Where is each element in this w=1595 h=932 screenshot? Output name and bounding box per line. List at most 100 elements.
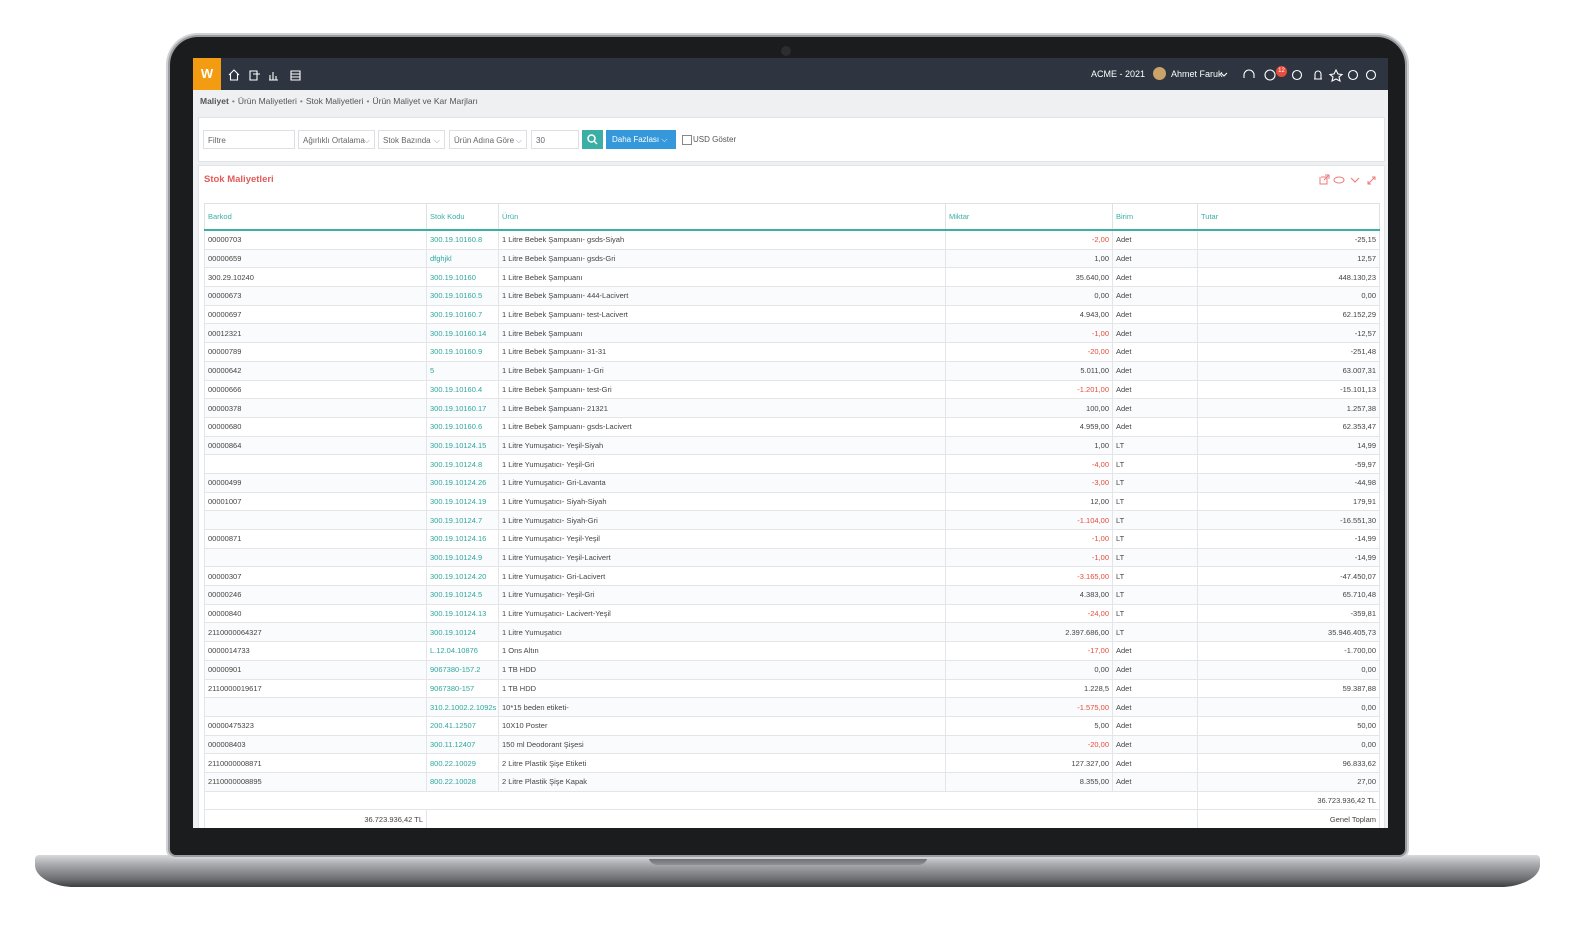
panel-title: Stok Maliyetleri	[204, 174, 274, 185]
barcode-cell: 2110000019617	[204, 678, 427, 699]
stock-code-cell: 300.19.10160.14	[426, 323, 499, 344]
table-row[interactable]: 00000789 300.19.10160.9 1 Litre Bebek Şamp…	[204, 342, 1380, 362]
quantity-cell: 0,00	[945, 286, 1113, 306]
chat-icon[interactable]	[1264, 69, 1276, 81]
select[interactable]: Stok Bazında ⌵	[378, 130, 445, 149]
product-cell: 1 Litre Yumuşatıcı- Gri-Lacivert	[498, 566, 946, 587]
bell-icon[interactable]	[1314, 70, 1322, 80]
star-icon[interactable]	[1328, 68, 1344, 82]
nav-icons	[228, 69, 301, 81]
table-row[interactable]: 300.19.10124.9 1 Litre Yumuşatıcı- Yeşil-…	[204, 547, 1380, 568]
table-row[interactable]: 310.2.1002.2.1092s 10*15 beden etiketi- -1…	[204, 697, 1380, 717]
filter-input[interactable]: Filtre	[203, 130, 295, 149]
table-row[interactable]: 00000680 300.19.10160.6 1 Litre Bebek Şamp…	[204, 416, 1380, 437]
table-row[interactable]: 00012321 300.19.10160.14 1 Litre Bebek Şam…	[204, 323, 1380, 344]
unit-cell: Adet	[1112, 771, 1198, 792]
user-name[interactable]: Ahmet Faruk	[1171, 69, 1223, 79]
list-icon[interactable]	[290, 70, 301, 81]
expand-icon[interactable]	[1367, 176, 1376, 185]
table-row[interactable]: 00000246 300.19.10124.5 1 Litre Yumuşatıcı…	[204, 585, 1380, 605]
table-row[interactable]: 300.19.10124.8 1 Litre Yumuşatıcı- Yeşil-…	[204, 454, 1380, 474]
logo[interactable]: W	[193, 58, 221, 90]
breadcrumb-separator: •	[231, 96, 235, 106]
view-icon[interactable]	[1333, 176, 1345, 184]
unit-cell: Adet	[1112, 323, 1198, 344]
table-row[interactable]: 00000666 300.19.10160.4 1 Litre Bebek Şamp…	[204, 379, 1380, 400]
column-header[interactable]: Tutar	[1197, 203, 1380, 231]
column-header[interactable]: Stok Kodu	[426, 203, 499, 231]
barcode-cell: 00000642	[204, 360, 427, 381]
amount-cell: -14,99	[1197, 547, 1380, 568]
column-header[interactable]: Miktar	[945, 203, 1113, 231]
quantity-cell: -2,00	[945, 229, 1113, 250]
table-row[interactable]: 300.29.10240 300.19.10160 1 Litre Bebek Şa…	[204, 267, 1380, 288]
product-cell: 1 Litre Yumuşatıcı	[498, 622, 946, 643]
unit-cell: Adet	[1112, 304, 1198, 325]
table-row[interactable]: 00001007 300.19.10124.19 1 Litre Yumuşatıc…	[204, 491, 1380, 512]
search-button[interactable]	[582, 130, 603, 149]
grand-total-row: 36.723.936,42 TL Genel Toplam	[204, 809, 1380, 828]
table-row[interactable]: 00000659 dfghjkl 1 Litre Bebek Şampuanı- g…	[204, 248, 1380, 269]
table-row[interactable]: 300.19.10124.7 1 Litre Yumuşatıcı- Siyah-…	[204, 510, 1380, 530]
stock-code-cell: 300.19.10124.19	[426, 491, 499, 512]
company[interactable]: ACME - 2021	[1091, 69, 1146, 79]
count-input[interactable]: 30	[531, 130, 579, 149]
table-row[interactable]: 0000014733 L.12.04.10876 1 Ons Altın -17,00…	[204, 641, 1380, 661]
quantity-cell: 8.355,00	[945, 771, 1113, 792]
export-icon[interactable]	[1319, 174, 1330, 185]
product-cell: 1 Litre Bebek Şampuanı- 31-31	[498, 342, 946, 362]
more-button[interactable]: Daha Fazlası ⌵	[606, 130, 676, 149]
table-row[interactable]: 2110000019617 9067380-157 1 TB HDD 1.228,5 A…	[204, 678, 1380, 699]
table-row[interactable]: 00000703 300.19.10160.8 1 Litre Bebek Şamp…	[204, 229, 1380, 250]
table-row[interactable]: 00000642 5 1 Litre Bebek Şampuanı- 1-Gri 5.…	[204, 360, 1380, 381]
table-row[interactable]: 000008403 300.11.12407 150 ml Deodorant Şi…	[204, 734, 1380, 755]
column-header[interactable]: Birim	[1112, 203, 1198, 231]
table-row[interactable]: 00000673 300.19.10160.5 1 Litre Bebek Şamp…	[204, 286, 1380, 306]
table-row[interactable]: 00000499 300.19.10124.26 1 Litre Yumuşatıc…	[204, 472, 1380, 493]
home-icon[interactable]	[228, 69, 240, 81]
checkbox[interactable]	[682, 135, 692, 145]
table-row[interactable]: 00000378 300.19.10160.17 1 Litre Bebek Şam…	[204, 398, 1380, 418]
table-row[interactable]: 2110000064327 300.19.10124 1 Litre Yumuşat…	[204, 622, 1380, 643]
amount-cell: 448.130,23	[1197, 267, 1380, 288]
table-row[interactable]: 00000697 300.19.10160.7 1 Litre Bebek Şamp…	[204, 304, 1380, 325]
breadcrumb-item[interactable]: Maliyet	[200, 96, 229, 106]
message-icon[interactable]	[1291, 69, 1303, 81]
camera	[781, 46, 791, 56]
unit-cell: LT	[1112, 529, 1198, 549]
chart-icon[interactable]	[269, 72, 278, 81]
select[interactable]: Ürün Adına Göre ⌵	[449, 130, 527, 149]
select[interactable]: Ağırlıklı Ortalama ⌵	[298, 130, 375, 149]
unit-cell: LT	[1112, 435, 1198, 456]
table-body: 00000703 300.19.10160.8 1 Litre Bebek Şamp…	[204, 229, 1380, 792]
checkbox-label[interactable]: USD Göster	[693, 135, 737, 144]
table-row[interactable]: 2110000008871 800.22.10029 2 Litre Plastik…	[204, 753, 1380, 773]
unit-cell: Adet	[1112, 697, 1198, 717]
table-row[interactable]: 00000901 9067380-157.2 1 TB HDD 0,00 Adet 0,0…	[204, 659, 1380, 680]
column-header[interactable]: Ürün	[498, 203, 946, 231]
headset-icon[interactable]	[1243, 69, 1255, 78]
grand-total-label: Genel Toplam	[1197, 809, 1380, 828]
breadcrumb-item[interactable]: Ürün Maliyet ve Kar Marjları	[372, 96, 478, 106]
doc-icon[interactable]	[249, 70, 260, 81]
table-row[interactable]: 00000871 300.19.10124.16 1 Litre Yumuşatıc…	[204, 529, 1380, 549]
help-icon[interactable]	[1347, 69, 1359, 81]
column-header[interactable]: Barkod	[204, 203, 427, 231]
unit-cell: Adet	[1112, 715, 1198, 736]
barcode-cell: 00000901	[204, 659, 427, 680]
user-caret[interactable]	[1220, 72, 1228, 77]
table-row[interactable]: 00000840 300.19.10124.13 1 Litre Yumuşatıc…	[204, 603, 1380, 624]
breadcrumb-item[interactable]: Stok Maliyetleri	[305, 96, 364, 106]
avatar[interactable]	[1153, 67, 1166, 80]
breadcrumb-item[interactable]: Ürün Maliyetleri	[237, 96, 297, 106]
empty-cell	[426, 809, 1198, 828]
settings-icon[interactable]	[1365, 69, 1377, 81]
table-row[interactable]: 00000864 300.19.10124.15 1 Litre Yumuşatıc…	[204, 435, 1380, 456]
product-cell: 1 Litre Bebek Şampuanı- test-Gri	[498, 379, 946, 400]
table-row[interactable]: 00000307 300.19.10124.20 1 Litre Yumuşatıc…	[204, 566, 1380, 587]
table-row[interactable]: 2110000008895 800.22.10028 2 Litre Plastik…	[204, 771, 1380, 792]
product-cell: 1 Litre Bebek Şampuanı- test-Lacivert	[498, 304, 946, 325]
collapse-icon[interactable]	[1350, 177, 1360, 183]
table-row[interactable]: 00000475323 200.41.12507 10X10 Poster 5,00 A…	[204, 715, 1380, 736]
more-button-text: Daha Fazlası	[612, 135, 660, 144]
